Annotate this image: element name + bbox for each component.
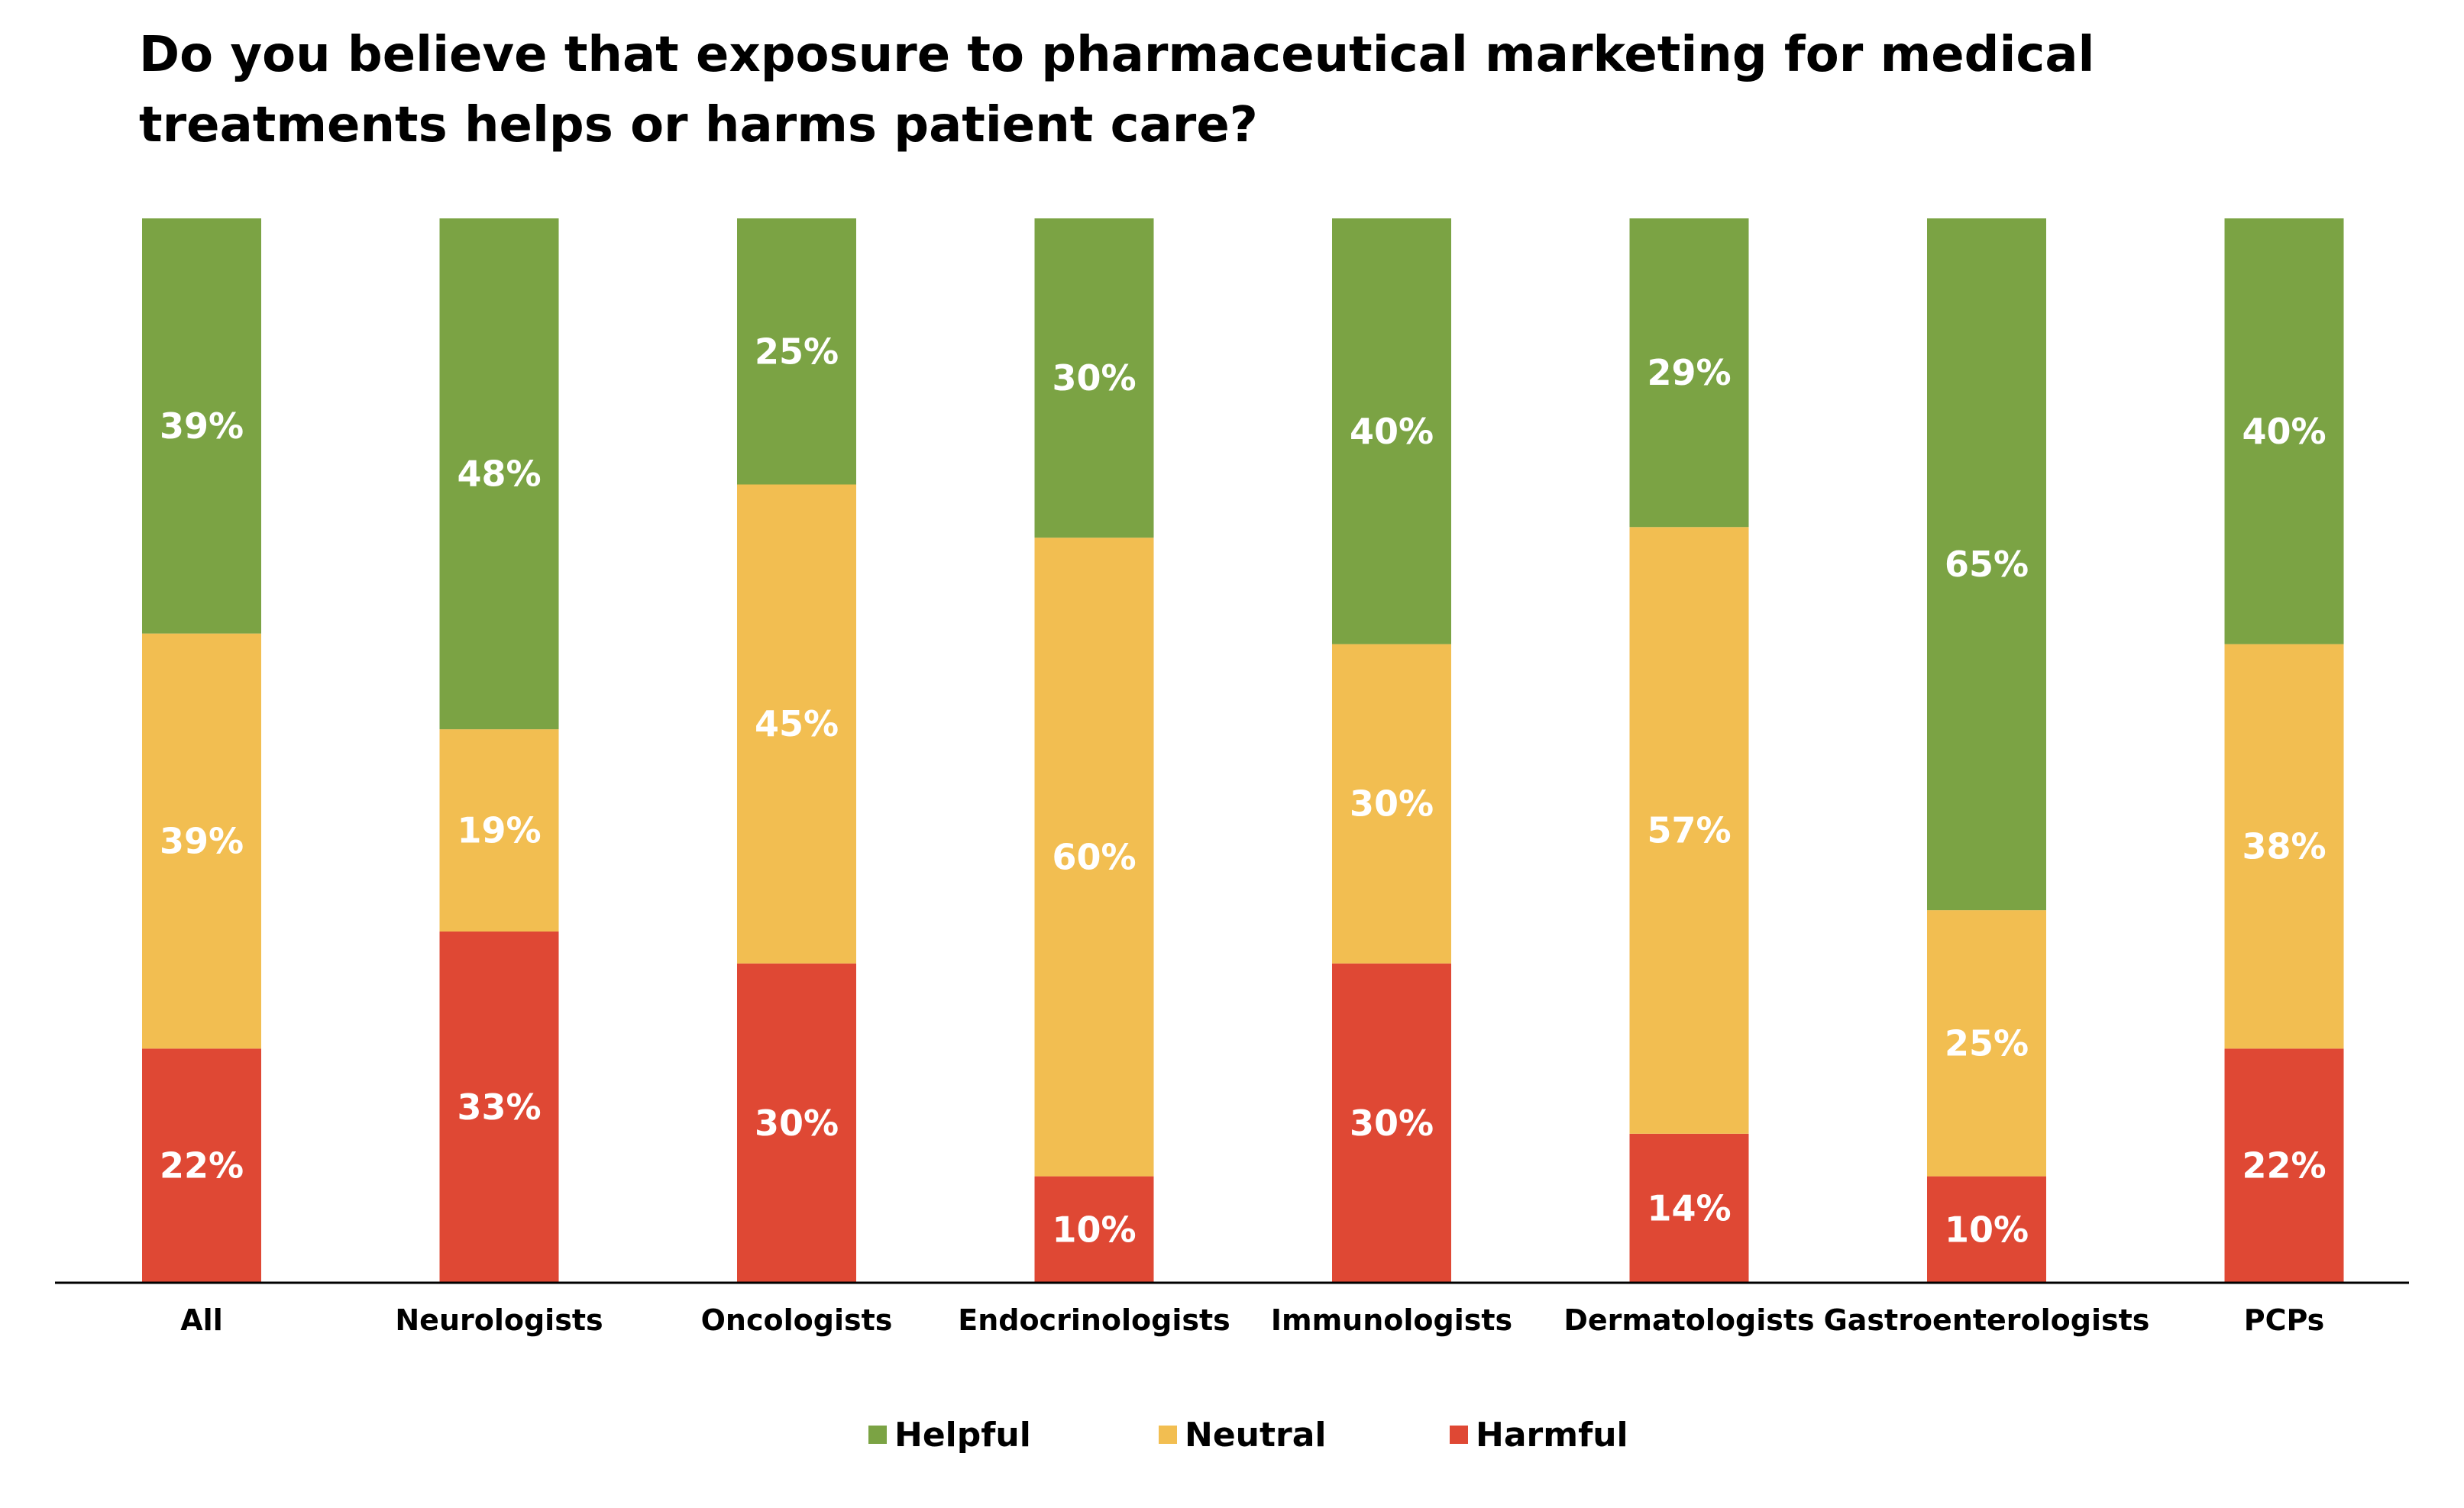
bar-segment-neurologists-harmful (439, 931, 559, 1283)
data-label-dermatologists-neutral: 57% (1647, 810, 1731, 851)
data-label-endocrinologists-neutral: 60% (1052, 836, 1136, 877)
data-label-dermatologists-harmful: 14% (1647, 1187, 1731, 1229)
legend-swatch-helpful (868, 1426, 887, 1444)
data-label-neurologists-harmful: 33% (457, 1087, 541, 1128)
bar-segment-endocrinologists-neutral (1034, 538, 1154, 1177)
data-label-oncologists-harmful: 30% (755, 1103, 839, 1144)
bar-segment-gastroenterologists-helpful (1927, 218, 2046, 911)
data-label-dermatologists-helpful: 29% (1647, 352, 1731, 393)
legend: Helpful Neutral Harmful (868, 1416, 1628, 1455)
bar-segment-dermatologists-neutral (1629, 527, 1749, 1134)
data-label-pcps-helpful: 40% (2242, 411, 2326, 452)
data-label-endocrinologists-helpful: 30% (1052, 357, 1136, 399)
data-label-neurologists-helpful: 48% (457, 454, 541, 495)
data-label-gastroenterologists-neutral: 25% (1945, 1022, 2029, 1064)
legend-swatch-neutral (1159, 1426, 1177, 1444)
data-label-pcps-harmful: 22% (2242, 1145, 2326, 1187)
data-label-gastroenterologists-harmful: 10% (1945, 1209, 2029, 1250)
bar-segment-gastroenterologists-harmful (1927, 1176, 2046, 1283)
category-label-endocrinologists: Endocrinologists (958, 1303, 1230, 1337)
data-label-immunologists-neutral: 30% (1350, 783, 1434, 825)
bar-segment-immunologists-helpful (1332, 218, 1451, 644)
data-label-oncologists-helpful: 25% (755, 331, 839, 372)
data-label-immunologists-helpful: 40% (1350, 411, 1434, 452)
bar-segment-endocrinologists-harmful (1034, 1176, 1154, 1283)
data-label-immunologists-harmful: 30% (1350, 1103, 1434, 1144)
chart-title: Do you believe that exposure to pharmace… (139, 27, 2095, 153)
category-label-oncologists: Oncologists (701, 1303, 893, 1337)
bar-segment-pcps-helpful (2224, 218, 2344, 644)
bar-segment-neurologists-neutral (439, 729, 559, 932)
category-label-immunologists: Immunologists (1271, 1303, 1512, 1337)
bar-segment-immunologists-neutral (1332, 644, 1451, 964)
bar-segment-immunologists-harmful (1332, 963, 1451, 1283)
bar-segment-all-neutral (142, 633, 261, 1049)
bar-segment-oncologists-helpful (737, 218, 856, 485)
data-label-neurologists-neutral: 19% (457, 810, 541, 851)
bar-segment-pcps-neutral (2224, 644, 2344, 1049)
legend-label-helpful: Helpful (894, 1416, 1031, 1455)
bar-segment-dermatologists-harmful (1629, 1133, 1749, 1283)
category-label-pcps: PCPs (2244, 1303, 2325, 1337)
bar-segment-pcps-harmful (2224, 1048, 2344, 1283)
bar-segment-dermatologists-helpful (1629, 218, 1749, 528)
bar-segment-all-harmful (142, 1048, 261, 1283)
category-label-gastroenterologists: Gastroenterologists (1824, 1303, 2150, 1337)
data-label-all-harmful: 22% (160, 1145, 244, 1187)
data-label-all-helpful: 39% (160, 405, 244, 447)
data-label-pcps-neutral: 38% (2242, 825, 2326, 867)
legend-label-neutral: Neutral (1185, 1416, 1327, 1455)
category-label-dermatologists: Dermatologists (1563, 1303, 1814, 1337)
data-label-endocrinologists-harmful: 10% (1052, 1209, 1136, 1250)
bar-segment-gastroenterologists-neutral (1927, 910, 2046, 1177)
bar-segment-all-helpful (142, 218, 261, 634)
category-label-all: All (180, 1303, 222, 1337)
bar-segment-endocrinologists-helpful (1034, 218, 1154, 538)
data-label-gastroenterologists-helpful: 65% (1945, 544, 2029, 585)
bar-segment-neurologists-helpful (439, 218, 559, 730)
data-label-all-neutral: 39% (160, 820, 244, 861)
category-labels: All Neurologists Oncologists Endocrinologis… (180, 1303, 2324, 1337)
bars-group: 22% 39% 39% 33% 19% 48% 30% 45% 25% 10% 60% 30% 30% 3… (142, 218, 2344, 1283)
legend-swatch-harmful (1450, 1426, 1468, 1444)
category-label-neurologists: Neurologists (395, 1303, 603, 1337)
bar-segment-oncologists-harmful (737, 963, 856, 1283)
legend-label-harmful: Harmful (1476, 1416, 1628, 1455)
bar-segment-oncologists-neutral (737, 484, 856, 964)
data-label-oncologists-neutral: 45% (755, 703, 839, 744)
